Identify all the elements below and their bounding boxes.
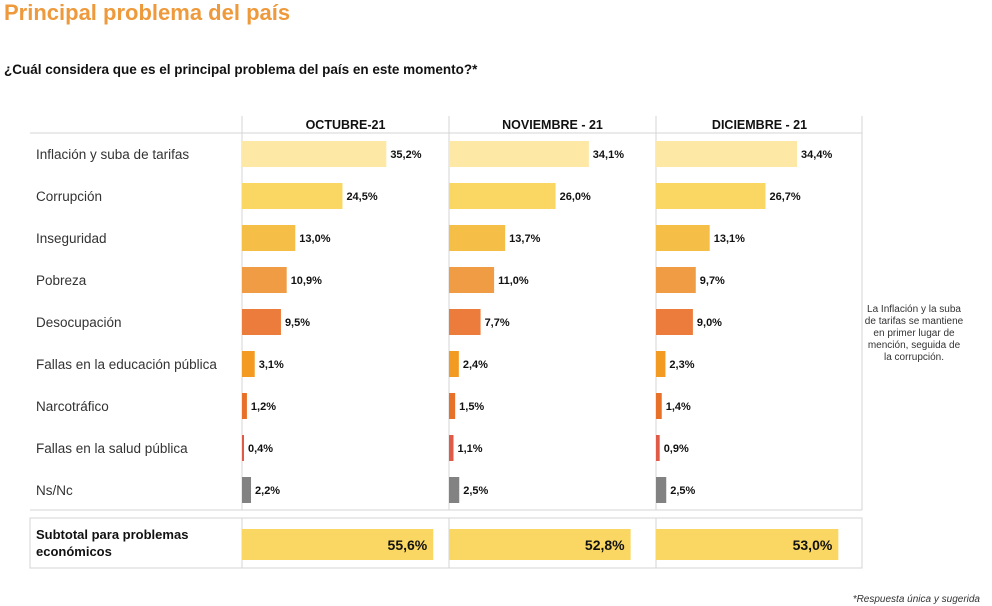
- category-label: Fallas en la salud pública: [36, 441, 188, 456]
- subtotal-box: [29, 517, 863, 569]
- data-label: 11,0%: [498, 275, 529, 287]
- bar: [656, 351, 666, 377]
- side-note: La Inflación y la suba de tarifas se man…: [864, 304, 964, 363]
- bar: [656, 477, 667, 503]
- data-label: 26,0%: [560, 191, 591, 203]
- data-label: 26,7%: [769, 191, 800, 203]
- data-label: 2,5%: [463, 485, 488, 497]
- bar: [449, 183, 556, 209]
- bar: [242, 141, 387, 167]
- bar: [656, 435, 660, 461]
- data-label: 2,3%: [669, 359, 694, 371]
- page-title: Principal problema del país: [4, 0, 291, 25]
- data-label: 1,5%: [459, 401, 484, 413]
- subtotal-value: 52,8%: [585, 537, 625, 553]
- bar: [656, 141, 798, 167]
- bar: [656, 393, 662, 419]
- subtotal-bar: [656, 529, 839, 560]
- data-label: 0,4%: [248, 443, 273, 455]
- bar: [242, 477, 252, 503]
- category-label: Fallas en la educación pública: [36, 357, 217, 372]
- bar: [656, 309, 693, 335]
- data-label: 13,7%: [509, 233, 540, 245]
- category-label: Inseguridad: [36, 231, 107, 246]
- subtotal-value: 55,6%: [388, 537, 428, 553]
- bar: [242, 351, 255, 377]
- data-label: 3,1%: [259, 359, 284, 371]
- bar: [242, 393, 247, 419]
- category-label: Pobreza: [36, 273, 87, 288]
- bar: [242, 225, 296, 251]
- category-label: Narcotráfico: [36, 399, 109, 414]
- data-label: 2,5%: [670, 485, 695, 497]
- bar: [449, 225, 506, 251]
- data-label: 7,7%: [485, 317, 510, 329]
- subtotal-label: Subtotal para problemas económicos: [36, 527, 188, 559]
- data-label: 34,4%: [801, 149, 832, 161]
- bar: [449, 351, 459, 377]
- question-text: ¿Cuál considera que es el principal prob…: [4, 62, 478, 77]
- data-label: 1,1%: [458, 443, 483, 455]
- data-label: 1,4%: [666, 401, 691, 413]
- category-label: Corrupción: [36, 189, 102, 204]
- bar: [449, 309, 481, 335]
- category-label: Ns/Nc: [36, 483, 73, 498]
- data-label: 24,5%: [346, 191, 377, 203]
- bar: [656, 225, 710, 251]
- data-label: 13,1%: [714, 233, 745, 245]
- bar: [449, 435, 454, 461]
- subtotal-bar: [449, 529, 631, 560]
- column-header: DICIEMBRE - 21: [712, 118, 807, 132]
- bar: [449, 267, 495, 293]
- data-label: 10,9%: [291, 275, 322, 287]
- data-label: 9,7%: [700, 275, 725, 287]
- category-label: Inflación y suba de tarifas: [36, 147, 189, 162]
- data-label: 9,5%: [285, 317, 310, 329]
- data-label: 9,0%: [697, 317, 722, 329]
- column-header: OCTUBRE-21: [306, 118, 386, 132]
- data-label: 13,0%: [299, 233, 330, 245]
- column-header: NOVIEMBRE - 21: [502, 118, 603, 132]
- bar: [449, 477, 460, 503]
- bar: [656, 267, 696, 293]
- data-label: 0,9%: [664, 443, 689, 455]
- footnote: *Respuesta única y sugerida: [852, 594, 980, 605]
- bar: [449, 393, 456, 419]
- data-label: 2,2%: [255, 485, 280, 497]
- data-label: 2,4%: [463, 359, 488, 371]
- category-label: Desocupación: [36, 315, 122, 330]
- bar: [242, 435, 244, 461]
- bar: [242, 267, 287, 293]
- data-label: 1,2%: [251, 401, 276, 413]
- bar: [242, 309, 281, 335]
- bar: [449, 141, 589, 167]
- bar: [242, 183, 343, 209]
- data-label: 34,1%: [593, 149, 624, 161]
- subtotal-value: 53,0%: [793, 537, 833, 553]
- bar: [656, 183, 766, 209]
- subtotal-bar: [242, 529, 434, 560]
- data-label: 35,2%: [390, 149, 421, 161]
